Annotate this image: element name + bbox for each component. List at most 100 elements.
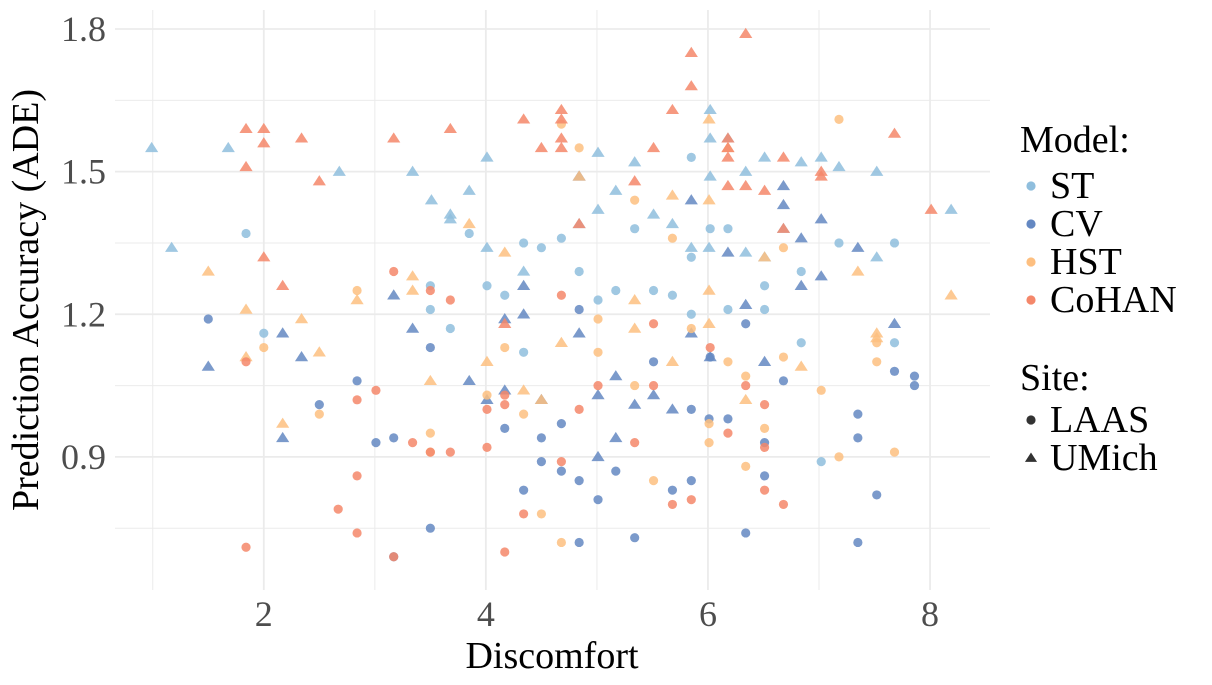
point-cv-umich bbox=[684, 194, 698, 205]
point-st-laas bbox=[425, 304, 435, 315]
point-cv-umich bbox=[794, 232, 808, 243]
x-tick-label: 8 bbox=[921, 594, 939, 634]
point-hst-laas bbox=[519, 409, 529, 419]
point-hst-umich bbox=[851, 265, 865, 276]
point-cv-laas bbox=[759, 471, 770, 481]
point-st-umich bbox=[739, 165, 753, 176]
point-cohan-laas bbox=[425, 285, 435, 296]
point-hst-umich bbox=[201, 265, 215, 276]
point-cv-laas bbox=[389, 433, 399, 443]
point-cv-laas bbox=[203, 314, 213, 324]
data-points bbox=[145, 27, 958, 562]
point-st-umich bbox=[703, 132, 717, 143]
point-cv-umich bbox=[814, 270, 828, 281]
point-cohan-umich bbox=[517, 113, 531, 124]
point-cv-umich bbox=[665, 403, 680, 414]
point-cohan-laas bbox=[445, 295, 455, 305]
point-cv-umich bbox=[462, 374, 476, 386]
point-cohan-umich bbox=[257, 137, 271, 148]
point-cv-laas bbox=[853, 433, 863, 443]
point-st-umich bbox=[870, 251, 884, 262]
point-hst-umich bbox=[534, 393, 548, 405]
point-hst-umich bbox=[665, 189, 680, 200]
point-cohan-laas bbox=[241, 542, 251, 552]
point-cohan-umich bbox=[276, 279, 290, 290]
point-cv-umich bbox=[294, 351, 309, 362]
point-cv-laas bbox=[425, 342, 435, 353]
point-hst-laas bbox=[425, 428, 435, 438]
point-cv-umich bbox=[517, 279, 531, 290]
point-cv-laas bbox=[667, 485, 678, 495]
point-cv-laas bbox=[536, 433, 546, 443]
point-st-umich bbox=[665, 217, 680, 229]
point-st-laas bbox=[705, 224, 715, 234]
point-hst-laas bbox=[686, 323, 696, 334]
point-cohan-laas bbox=[648, 380, 659, 391]
point-hst-laas bbox=[593, 314, 603, 324]
point-hst-laas bbox=[741, 371, 751, 381]
point-hst-laas bbox=[593, 347, 603, 357]
point-st-laas bbox=[834, 238, 844, 248]
point-cohan-laas bbox=[500, 390, 510, 400]
x-axis-title: Discomfort bbox=[465, 635, 639, 677]
point-cv-laas bbox=[500, 423, 510, 433]
point-cv-umich bbox=[276, 431, 290, 443]
point-cv-laas bbox=[909, 371, 920, 381]
point-cv-laas bbox=[909, 380, 920, 391]
point-hst-laas bbox=[723, 357, 733, 367]
point-st-laas bbox=[686, 252, 696, 262]
point-hst-umich bbox=[276, 417, 290, 428]
point-cv-laas bbox=[889, 366, 900, 376]
point-st-umich bbox=[757, 151, 772, 162]
point-cohan-laas bbox=[556, 290, 566, 300]
point-cohan-laas bbox=[593, 380, 603, 391]
point-cohan-umich bbox=[721, 151, 735, 162]
point-cv-umich bbox=[887, 317, 902, 328]
point-hst-laas bbox=[704, 438, 714, 448]
point-cohan-umich bbox=[443, 122, 457, 134]
point-cohan-laas bbox=[425, 447, 435, 457]
point-cohan-laas bbox=[759, 442, 770, 452]
point-hst-laas bbox=[574, 143, 584, 153]
point-st-laas bbox=[686, 152, 696, 162]
point-cohan-umich bbox=[721, 141, 735, 153]
point-cv-laas bbox=[648, 357, 659, 367]
point-cohan-umich bbox=[887, 127, 902, 138]
point-hst-umich bbox=[405, 284, 420, 295]
point-cohan-laas bbox=[389, 552, 399, 562]
point-st-laas bbox=[611, 285, 621, 296]
point-hst-laas bbox=[630, 380, 640, 391]
point-hst-umich bbox=[739, 393, 753, 405]
point-st-laas bbox=[500, 290, 510, 300]
point-cv-umich bbox=[405, 322, 420, 333]
point-hst-laas bbox=[889, 447, 900, 457]
point-cohan-laas bbox=[759, 399, 770, 410]
point-cv-umich bbox=[851, 241, 865, 252]
point-hst-umich bbox=[944, 289, 958, 300]
point-hst-umich bbox=[757, 251, 772, 262]
point-cv-laas bbox=[872, 490, 882, 500]
point-cohan-umich bbox=[739, 27, 753, 38]
point-cv-laas bbox=[574, 537, 584, 548]
point-hst-laas bbox=[834, 452, 844, 462]
point-st-umich bbox=[944, 203, 958, 214]
point-st-laas bbox=[686, 309, 696, 319]
point-cohan-umich bbox=[721, 179, 735, 191]
point-cv-laas bbox=[723, 414, 733, 424]
point-cohan-laas bbox=[482, 404, 492, 414]
point-cv-laas bbox=[556, 466, 566, 476]
point-hst-umich bbox=[628, 294, 642, 305]
point-cohan-umich bbox=[646, 141, 661, 153]
point-hst-laas bbox=[816, 385, 826, 395]
point-st-umich bbox=[702, 241, 716, 252]
point-cohan-laas bbox=[630, 438, 640, 448]
point-cv-umich bbox=[628, 398, 642, 409]
point-cv-umich bbox=[591, 389, 605, 400]
point-st-umich bbox=[870, 165, 884, 176]
point-st-umich bbox=[832, 160, 846, 172]
point-cohan-umich bbox=[684, 46, 698, 57]
point-cohan-umich bbox=[534, 141, 548, 153]
point-cohan-umich bbox=[294, 132, 309, 143]
point-st-umich bbox=[739, 246, 753, 257]
